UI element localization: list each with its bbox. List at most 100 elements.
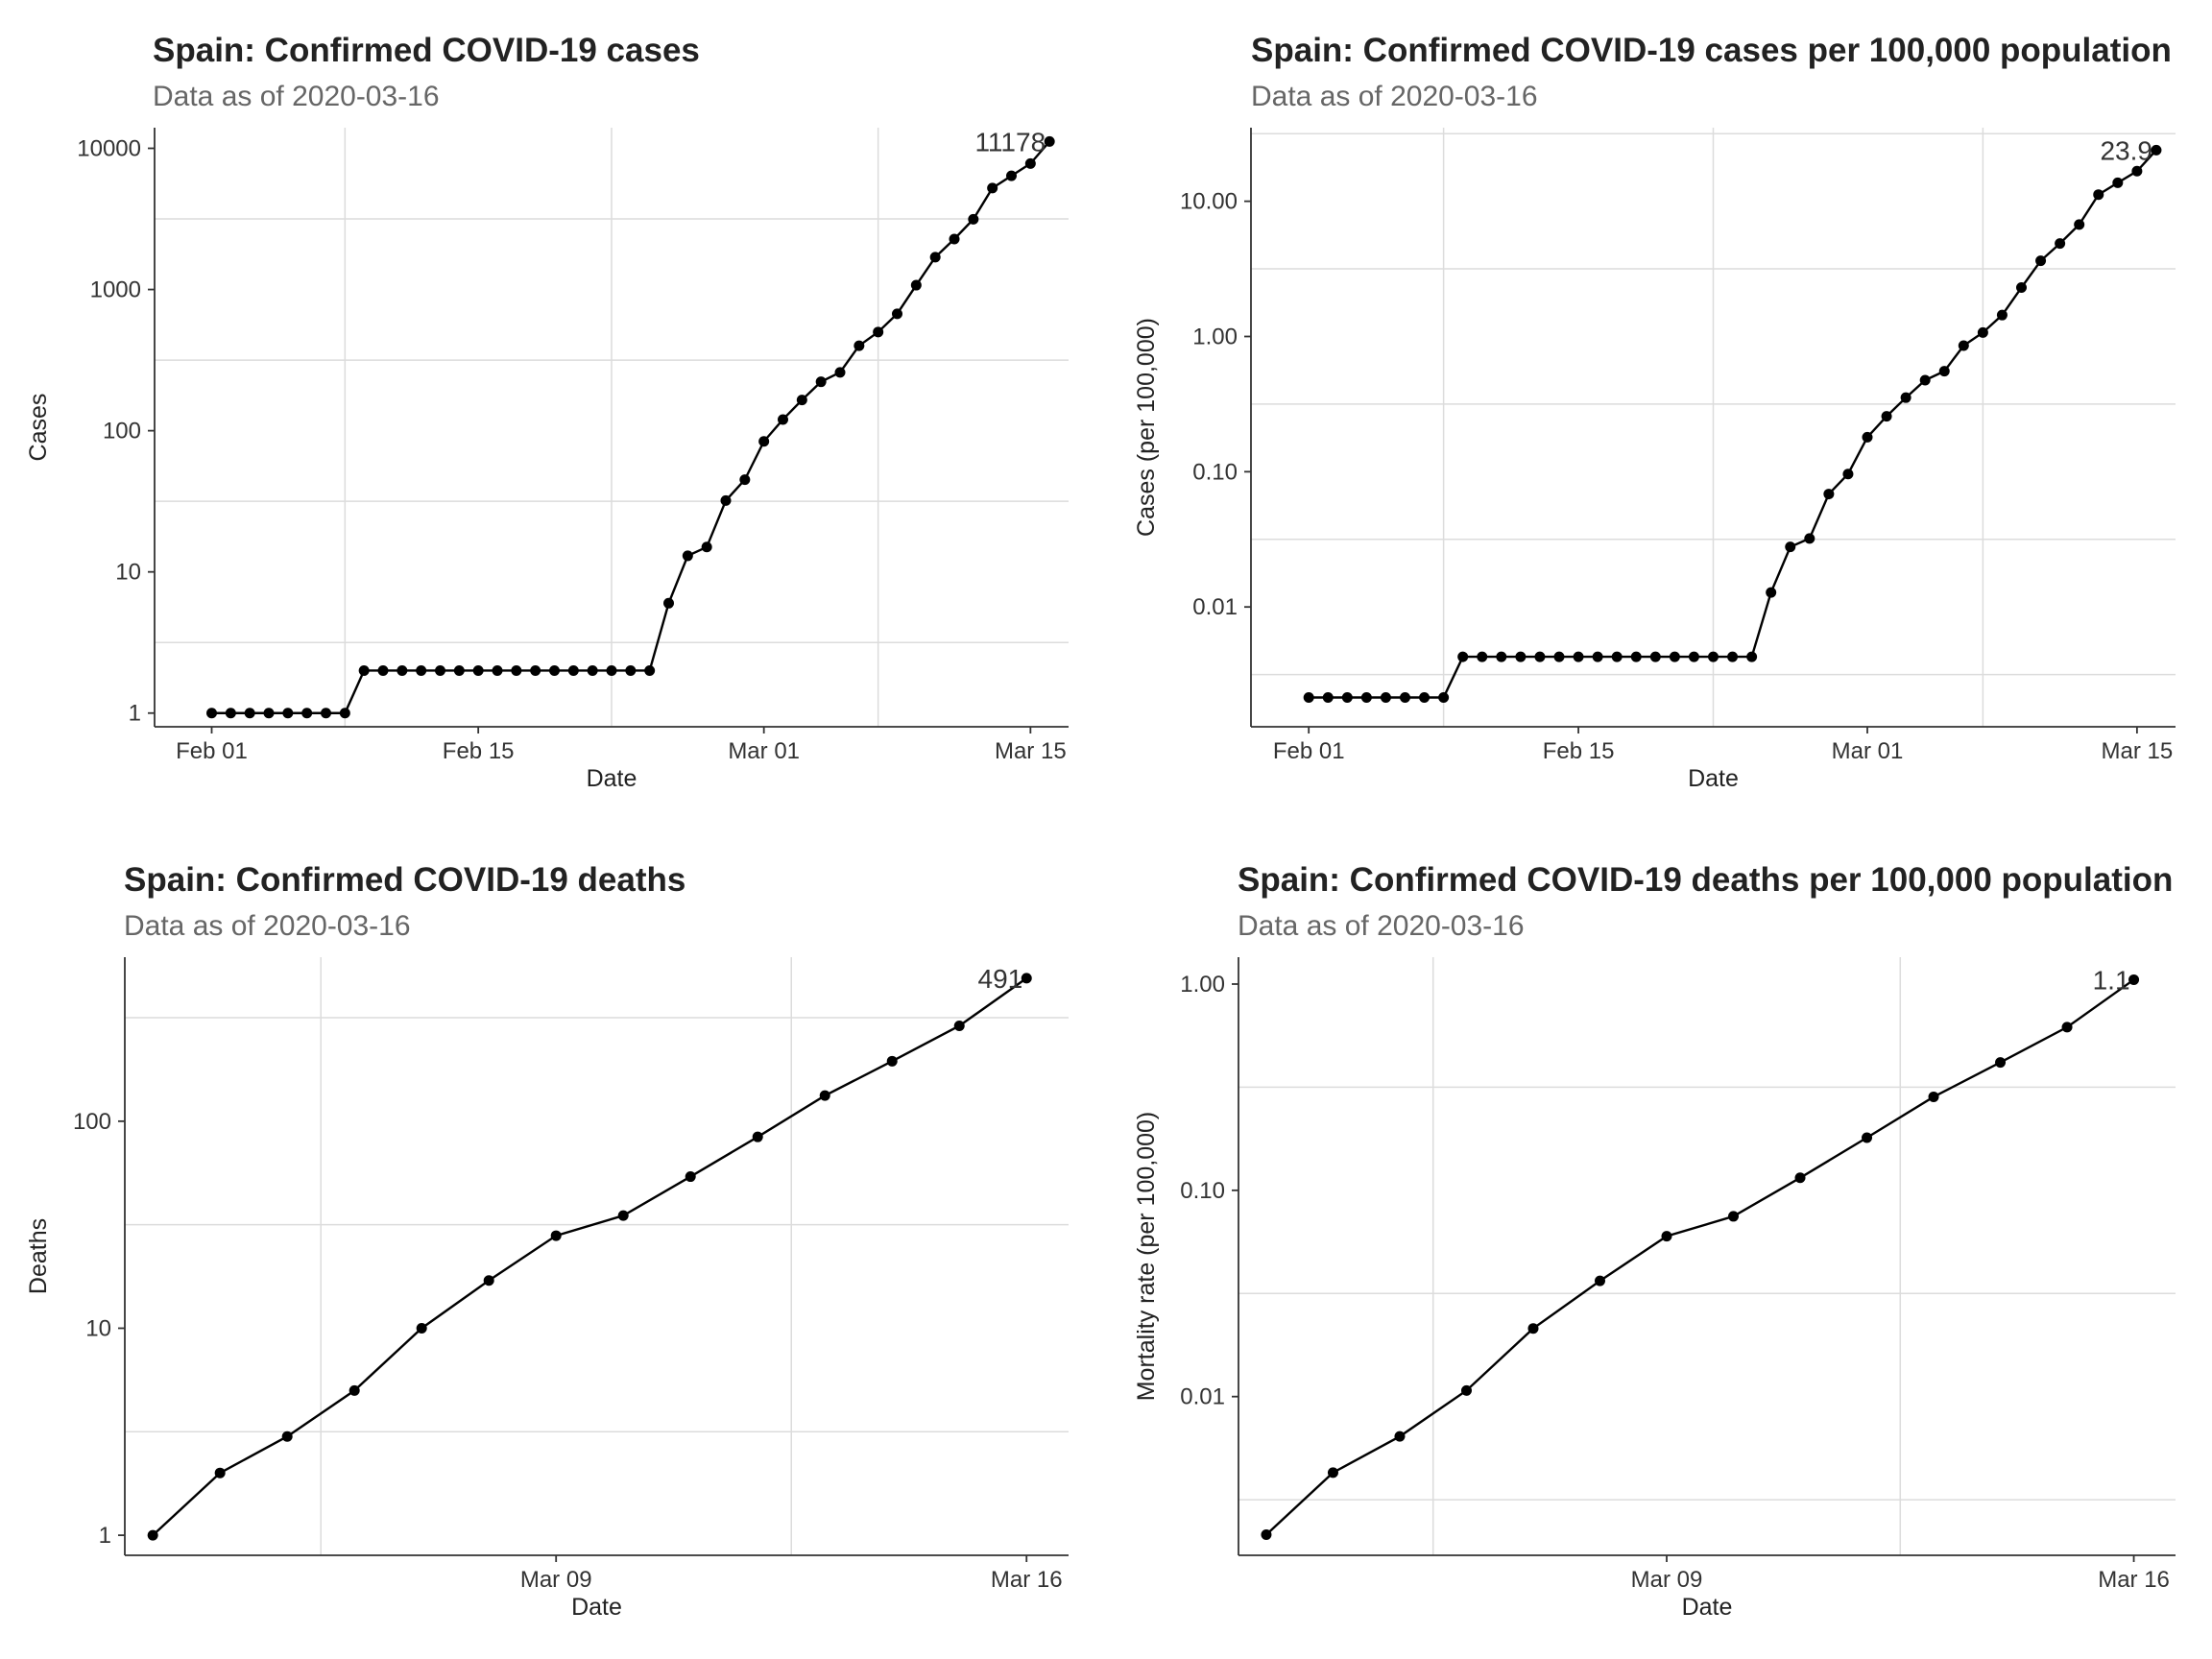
chart-cases: 1 10 100 1000 10000 Feb 01 Feb 15 Mar 01 Mar 15 D… — [25, 32, 1069, 792]
data-point — [1708, 651, 1719, 662]
series-line — [211, 140, 1051, 714]
series-line — [152, 976, 1027, 1536]
chart-deaths_per_100k: 0.01 0.10 1.00 Mar 09 Mar 16 Date Mortality ra… — [1133, 861, 2176, 1621]
data-point — [1995, 1057, 2007, 1069]
x-tick-label: Mar 09 — [1631, 1567, 1703, 1593]
chart-subtitle: Data as of 2020-03-16 — [1251, 81, 1538, 112]
data-point — [617, 1210, 629, 1221]
y-tick-label: 10.00 — [1180, 189, 1238, 215]
data-point — [1928, 1091, 1939, 1102]
data-point — [206, 708, 217, 719]
x-tick-label: Mar 16 — [2098, 1567, 2170, 1593]
data-point — [1900, 392, 1911, 403]
data-point — [682, 550, 693, 562]
data-point — [492, 664, 503, 676]
data-point — [1327, 1467, 1338, 1479]
x-tick-label: Mar 01 — [728, 738, 800, 764]
data-point — [1438, 692, 1450, 704]
data-point — [1649, 651, 1661, 662]
data-point — [2093, 189, 2104, 201]
data-point — [1394, 1431, 1406, 1442]
data-point — [2151, 144, 2162, 156]
x-tick-label: Mar 09 — [520, 1567, 592, 1593]
data-point — [1727, 651, 1739, 662]
y-tick-label: 100 — [103, 419, 141, 445]
y-tick-label: 0.01 — [1180, 1384, 1225, 1410]
y-axis-label: Deaths — [25, 1218, 52, 1294]
x-axis-label: Date — [587, 765, 637, 792]
data-point — [339, 708, 350, 719]
data-point — [1842, 469, 1854, 480]
data-point — [2016, 282, 2027, 294]
chart-deaths: 1 10 100 Mar 09 Mar 16 Date Deaths Spain: Confi… — [25, 861, 1069, 1621]
data-point — [225, 708, 236, 719]
y-tick-label: 1000 — [90, 277, 141, 303]
data-point — [2131, 165, 2143, 177]
data-point — [625, 664, 637, 676]
data-point — [701, 541, 712, 553]
data-point — [263, 708, 275, 719]
data-point — [987, 182, 998, 194]
x-tick-label: Mar 01 — [1832, 738, 1904, 764]
data-point — [1303, 692, 1314, 704]
data-point — [282, 708, 294, 719]
y-axis-label: Mortality rate (per 100,000) — [1133, 1112, 1160, 1402]
data-point — [752, 1131, 763, 1142]
x-axis-label: Date — [1688, 765, 1739, 792]
x-tick-label: Feb 15 — [1543, 738, 1615, 764]
data-point — [778, 414, 788, 425]
end-value-label: 11178 — [974, 127, 1046, 156]
y-tick-label: 10 — [115, 560, 141, 586]
data-point — [453, 664, 465, 676]
data-point — [214, 1467, 226, 1479]
data-point — [397, 664, 408, 676]
y-tick-label: 1 — [129, 701, 141, 727]
data-point — [1938, 366, 1950, 377]
y-tick-label: 0.01 — [1192, 594, 1238, 620]
data-point — [1322, 692, 1334, 704]
data-point — [1592, 651, 1603, 662]
data-point — [886, 1055, 898, 1067]
data-point — [483, 1275, 494, 1286]
data-point — [1477, 651, 1488, 662]
data-point — [796, 395, 807, 406]
y-tick-label: 0.10 — [1180, 1178, 1225, 1204]
data-point — [147, 1529, 158, 1541]
data-point — [1006, 170, 1017, 181]
data-point — [472, 664, 484, 676]
data-point — [1823, 489, 1835, 500]
y-tick-label: 1.00 — [1180, 972, 1225, 998]
data-point — [663, 597, 674, 609]
data-point — [815, 376, 827, 388]
data-point — [511, 664, 522, 676]
data-point — [1661, 1231, 1672, 1242]
chart-title: Spain: Confirmed COVID-19 cases — [153, 32, 700, 69]
data-point — [1261, 1529, 1272, 1541]
data-point — [892, 308, 902, 320]
data-point — [1630, 651, 1642, 662]
data-point — [549, 664, 560, 676]
data-point — [349, 1384, 360, 1396]
data-point — [720, 494, 732, 506]
data-point — [1024, 157, 1036, 169]
x-axis-label: Date — [571, 1594, 622, 1621]
chart-subtitle: Data as of 2020-03-16 — [1238, 910, 1525, 942]
data-point — [1515, 651, 1527, 662]
y-tick-label: 10 — [85, 1315, 111, 1341]
y-tick-label: 1.00 — [1192, 324, 1238, 349]
x-tick-label: Mar 15 — [995, 738, 1067, 764]
end-value-label: 23.9 — [2100, 135, 2152, 165]
data-point — [1594, 1275, 1605, 1286]
data-point — [1862, 431, 1873, 443]
chart-subtitle: Data as of 2020-03-16 — [124, 910, 411, 942]
data-point — [1457, 651, 1469, 662]
data-point — [2055, 238, 2066, 250]
data-point — [435, 664, 445, 676]
data-point — [854, 340, 865, 351]
chart-cases_per_100k: 0.01 0.10 1.00 10.00 Feb 01 Feb 15 Mar 01 Mar 1… — [1133, 32, 2176, 792]
y-tick-label: 1 — [99, 1523, 111, 1549]
chart-title: Spain: Confirmed COVID-19 cases per 100,… — [1251, 32, 2172, 69]
data-point — [2035, 255, 2047, 267]
x-tick-label: Feb 15 — [443, 738, 515, 764]
